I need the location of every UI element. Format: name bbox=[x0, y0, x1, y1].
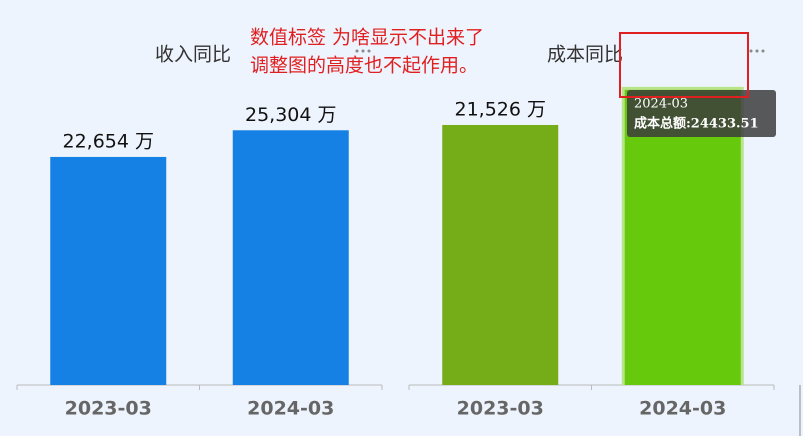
value-label: 22,654 万 bbox=[62, 130, 154, 152]
x-tick-label: 2023-03 bbox=[457, 398, 544, 420]
tooltip-text: 成本总额:24433.51 bbox=[634, 116, 759, 132]
value-label: 25,304 万 bbox=[245, 104, 337, 126]
x-tick-label: 2024-03 bbox=[247, 398, 334, 420]
annotation: 调整图的高度也不起作用。 bbox=[250, 55, 478, 77]
annotation-box bbox=[619, 32, 749, 98]
value-label: 21,526 万 bbox=[454, 98, 546, 120]
menu-icon[interactable] bbox=[355, 49, 371, 53]
bar bbox=[442, 124, 559, 386]
chart-title: 收入同比 bbox=[155, 44, 231, 66]
annotation: 数值标签 为啥显示不出来了 bbox=[250, 27, 484, 49]
chart-title: 成本同比 bbox=[547, 44, 623, 66]
bar bbox=[50, 156, 167, 385]
x-tick-label: 2024-03 bbox=[639, 398, 726, 420]
bar bbox=[232, 130, 349, 385]
tooltip-box bbox=[627, 90, 776, 137]
tooltip-title: 2024-03 bbox=[634, 97, 688, 112]
tooltip: 2024-03 成本总额:24433.51 bbox=[627, 90, 776, 137]
bar bbox=[624, 89, 741, 385]
menu-icon[interactable] bbox=[749, 49, 765, 53]
x-tick-label: 2023-03 bbox=[65, 398, 152, 420]
